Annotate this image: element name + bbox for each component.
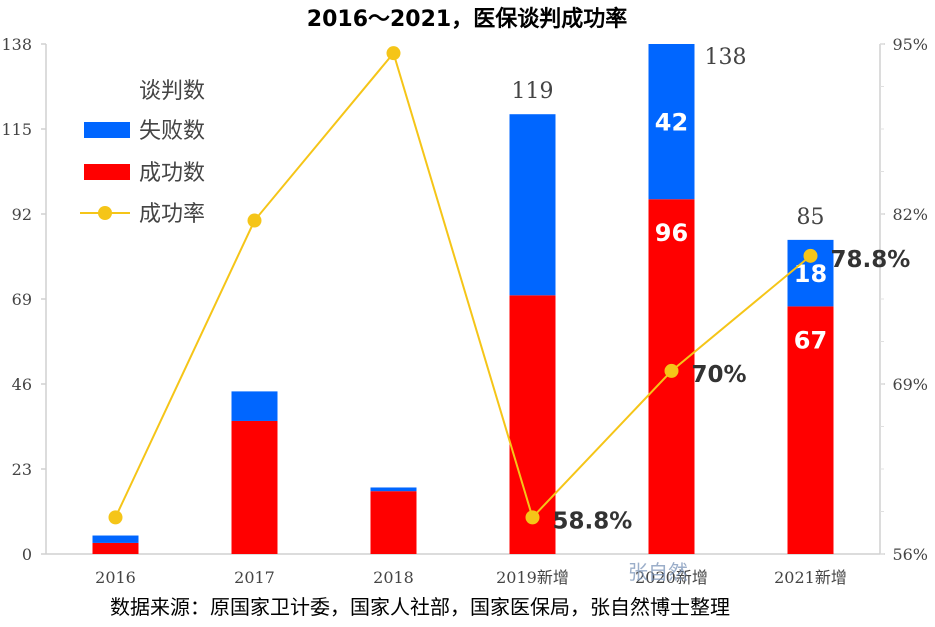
bar-success [787, 306, 834, 554]
x-axis-labels: 2016 2017 2018 2019新增 2020新增 2021新增 [95, 568, 847, 587]
bar-fail [370, 487, 417, 492]
bar-fail [92, 535, 139, 543]
rate-point [664, 363, 679, 378]
rate-point [386, 46, 401, 61]
rate-label: 70% [692, 362, 747, 388]
x-tick-label: 2017 [234, 568, 275, 587]
source-note: 数据来源：原国家卫计委，国家人社部，国家医保局，张自然博士整理 [110, 595, 730, 619]
right-tick-label: 82% [892, 205, 928, 224]
rate-label: 58.8% [553, 508, 633, 534]
bar-fail-label: 42 [655, 109, 688, 137]
bar-success-label: 96 [655, 219, 688, 247]
bar-success [231, 420, 278, 554]
bar-success [370, 491, 417, 554]
bar-total-label: 138 [705, 45, 747, 70]
rate-line [114, 51, 812, 520]
legend-marker-rate [98, 206, 112, 220]
legend-label-fail: 失败数 [139, 119, 205, 144]
x-tick-label: 2016 [95, 568, 136, 587]
left-tick-label: 92 [12, 205, 32, 224]
x-tick-label: 2021新增 [774, 568, 847, 587]
bar-fail [509, 114, 556, 296]
legend: 谈判数 失败数 成功数 成功率 [80, 79, 205, 227]
x-tick-label: 2018 [373, 568, 414, 587]
x-tick-label: 2019新增 [496, 568, 569, 587]
rate-label: 78.8% [831, 247, 911, 273]
left-tick-label: 46 [12, 375, 32, 394]
bar-success-label: 67 [794, 326, 827, 354]
legend-swatch-fail [84, 122, 130, 138]
x-tick-label: 2020新增 [635, 568, 708, 587]
right-axis-ticks: 56% 69% 82% 95% [880, 35, 928, 564]
right-tick-label: 69% [892, 375, 928, 394]
left-tick-label: 0 [22, 545, 32, 564]
legend-swatch-success [84, 164, 130, 180]
rate-point [108, 510, 123, 525]
bar-fail [648, 44, 695, 200]
bar-success [92, 542, 139, 554]
left-axis-ticks: 0 23 46 69 92 115 138 [1, 35, 46, 564]
bar-fail [231, 391, 278, 421]
legend-title: 谈判数 [139, 79, 205, 104]
legend-label-rate: 成功率 [139, 202, 205, 227]
left-tick-label: 23 [12, 460, 32, 479]
watermark: 张自然 [628, 560, 688, 584]
rate-point [247, 213, 262, 228]
bar-total-label: 119 [512, 79, 554, 104]
left-tick-label: 138 [1, 35, 32, 54]
left-tick-label: 69 [12, 290, 32, 309]
rate-line-group: 58.8% 70% 78.8% [108, 46, 911, 534]
legend-label-success: 成功数 [139, 161, 205, 186]
left-tick-label: 115 [1, 120, 32, 139]
chart-title: 2016～2021，医保谈判成功率 [307, 6, 627, 32]
rate-point [803, 248, 818, 263]
rate-point [525, 510, 540, 525]
right-tick-label: 95% [892, 35, 928, 54]
bar-total-label: 85 [797, 205, 825, 230]
right-tick-label: 56% [892, 545, 928, 564]
